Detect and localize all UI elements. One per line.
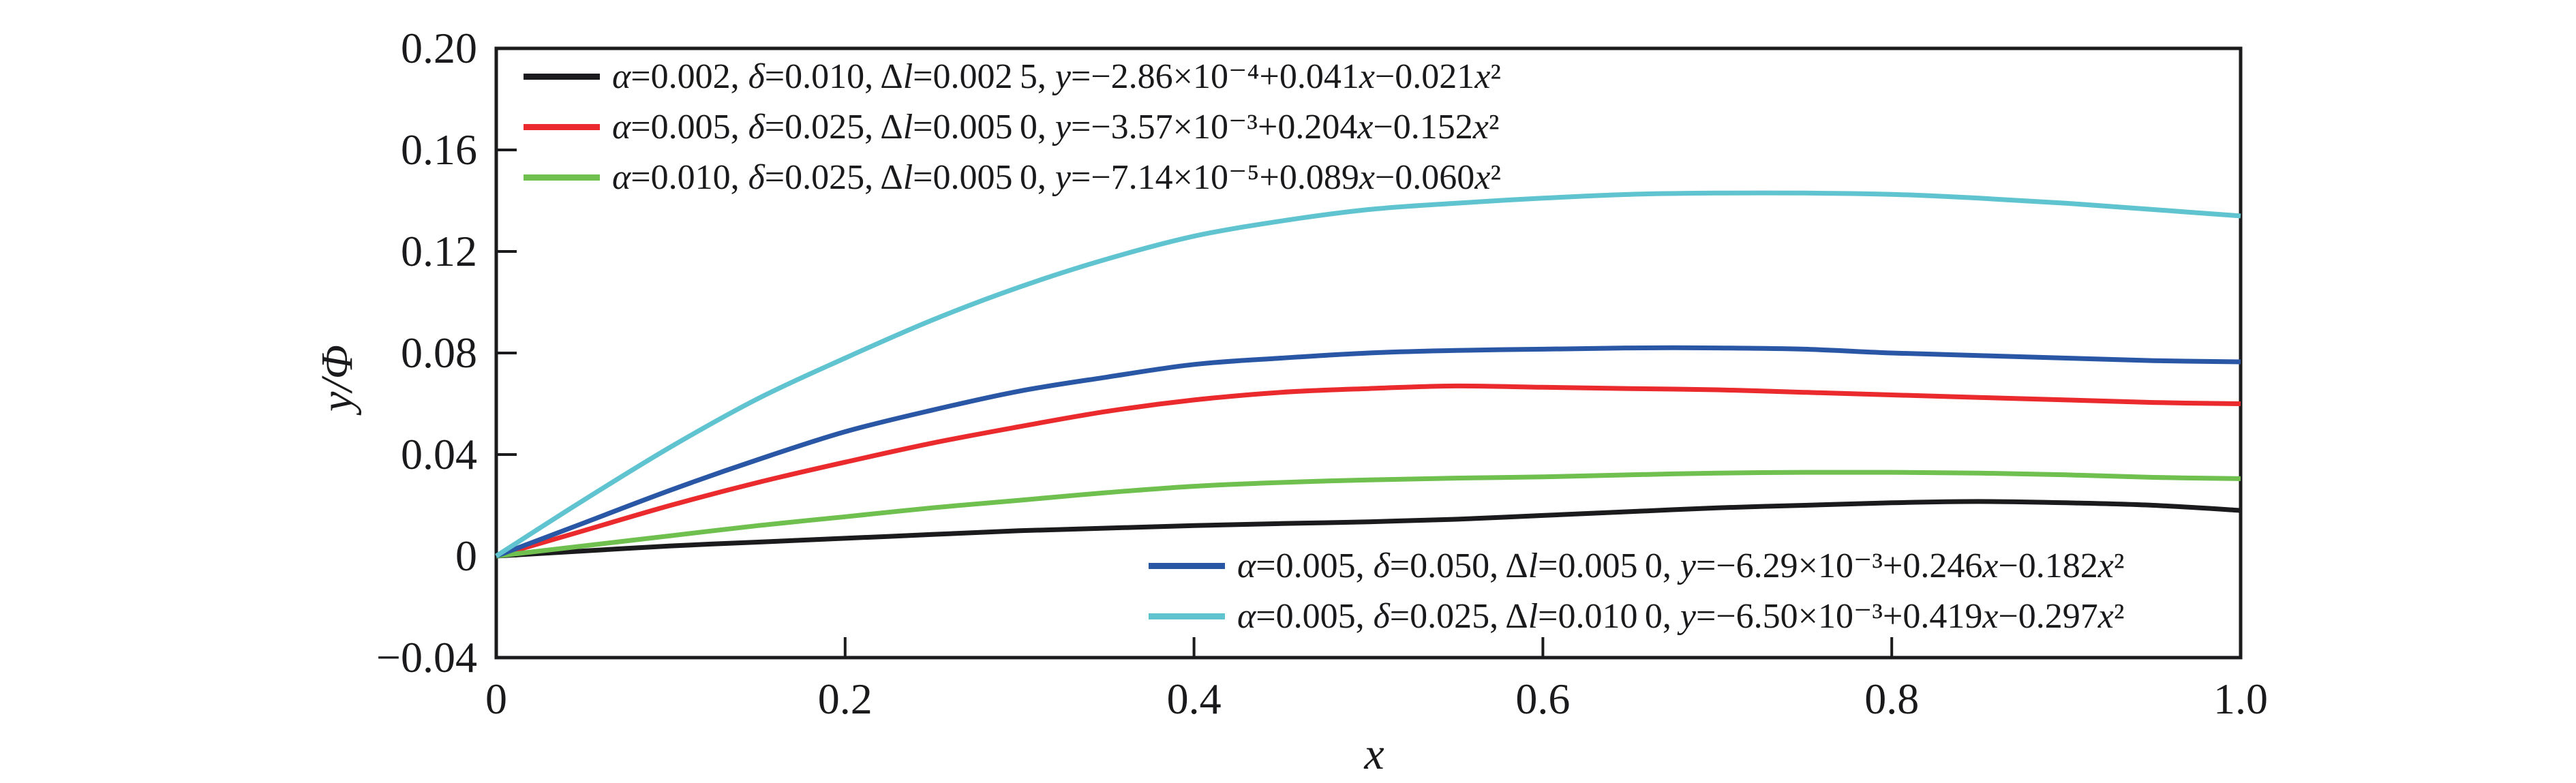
legend-item: α=0.005, δ=0.025, Δl=0.010 0, y=−6.50×10… — [1149, 591, 2124, 641]
x-tick-label: 1.0 — [2213, 675, 2268, 723]
legend-top: α=0.002, δ=0.010, Δl=0.002 5, y=−2.86×10… — [524, 51, 1501, 202]
blue-curve — [495, 345, 2241, 559]
green-curve — [496, 470, 2241, 559]
legend-label: α=0.010, δ=0.025, Δl=0.005 0, y=−7.14×10… — [612, 158, 1501, 197]
legend-swatch-blue — [1149, 562, 1225, 569]
y-tick-label: 0.12 — [401, 227, 477, 275]
y-tick-label: 0.08 — [401, 328, 477, 377]
legend-label: α=0.002, δ=0.010, Δl=0.002 5, y=−2.86×10… — [612, 57, 1501, 96]
x-tick-label: 0.4 — [1166, 675, 1222, 723]
x-tick-label: 0.8 — [1864, 675, 1920, 723]
y-tick-label: −0.04 — [376, 633, 477, 681]
x-axis-label: x — [1364, 729, 1384, 779]
legend-item: α=0.005, δ=0.050, Δl=0.005 0, y=−6.29×10… — [1149, 540, 2124, 591]
y-tick-label: 0.16 — [401, 125, 477, 174]
x-tick-label: 0.2 — [817, 675, 873, 723]
y-tick-label: 0.04 — [401, 430, 477, 478]
cyan-curve — [495, 190, 2241, 558]
y-tick-label: 0 — [455, 532, 477, 580]
legend-label: α=0.005, δ=0.025, Δl=0.005 0, y=−3.57×10… — [612, 108, 1500, 147]
legend-item: α=0.002, δ=0.010, Δl=0.002 5, y=−2.86×10… — [524, 51, 1501, 102]
legend-swatch-cyan — [1149, 613, 1225, 619]
y-axis-label: y/Φ — [312, 345, 362, 412]
red-curve — [496, 383, 2241, 559]
legend-bottom: α=0.005, δ=0.050, Δl=0.005 0, y=−6.29×10… — [1149, 540, 2124, 641]
legend-swatch-green — [524, 174, 600, 181]
legend-swatch-red — [524, 123, 600, 130]
legend-item: α=0.010, δ=0.025, Δl=0.005 0, y=−7.14×10… — [524, 152, 1501, 202]
legend-label: α=0.005, δ=0.050, Δl=0.005 0, y=−6.29×10… — [1237, 547, 2125, 585]
axis-box — [494, 46, 2243, 660]
x-tick-label: 0.6 — [1515, 675, 1571, 723]
legend-swatch-black — [524, 73, 600, 80]
x-tick-label: 0 — [485, 675, 507, 723]
y-tick-label: 0.20 — [401, 24, 477, 72]
legend-item: α=0.005, δ=0.025, Δl=0.005 0, y=−3.57×10… — [524, 102, 1501, 152]
black-curve — [496, 499, 2241, 559]
legend-label: α=0.005, δ=0.025, Δl=0.010 0, y=−6.50×10… — [1237, 597, 2125, 636]
